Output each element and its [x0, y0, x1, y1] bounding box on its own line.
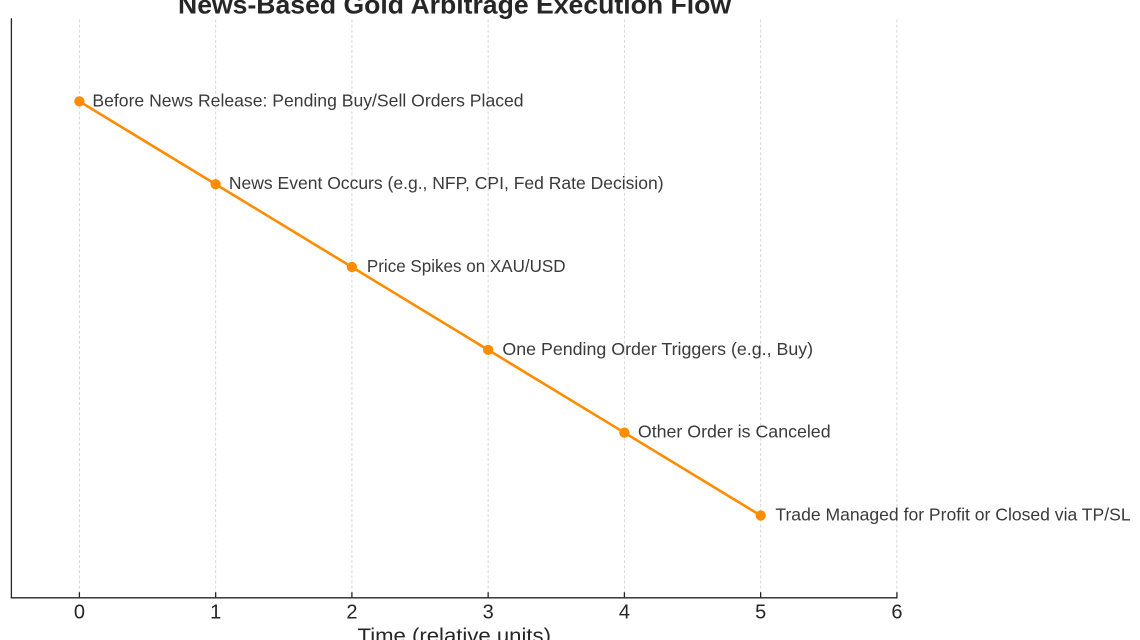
svg-text:Before News Release: Pending B: Before News Release: Pending Buy/Sell Or… [92, 90, 523, 110]
svg-text:Other Order is Canceled: Other Order is Canceled [638, 422, 831, 442]
svg-text:News-Based Gold Arbitrage Exec: News-Based Gold Arbitrage Execution Flow [178, 0, 732, 20]
svg-text:One Pending Order Triggers (e.: One Pending Order Triggers (e.g., Buy) [502, 339, 813, 359]
svg-text:5: 5 [755, 601, 766, 623]
svg-text:1: 1 [210, 601, 221, 623]
svg-text:0: 0 [74, 601, 85, 623]
svg-text:News Event Occurs (e.g., NFP,: News Event Occurs (e.g., NFP, CPI, Fed R… [229, 173, 664, 193]
svg-text:Time (relative units): Time (relative units) [358, 625, 552, 640]
svg-text:4: 4 [619, 601, 630, 623]
svg-text:2: 2 [346, 601, 357, 623]
svg-text:6: 6 [891, 601, 902, 623]
svg-text:3: 3 [483, 601, 494, 623]
svg-text:Price Spikes on XAU/USD: Price Spikes on XAU/USD [367, 256, 566, 276]
svg-text:Trade Managed for Profit or Cl: Trade Managed for Profit or Closed via T… [775, 504, 1130, 524]
